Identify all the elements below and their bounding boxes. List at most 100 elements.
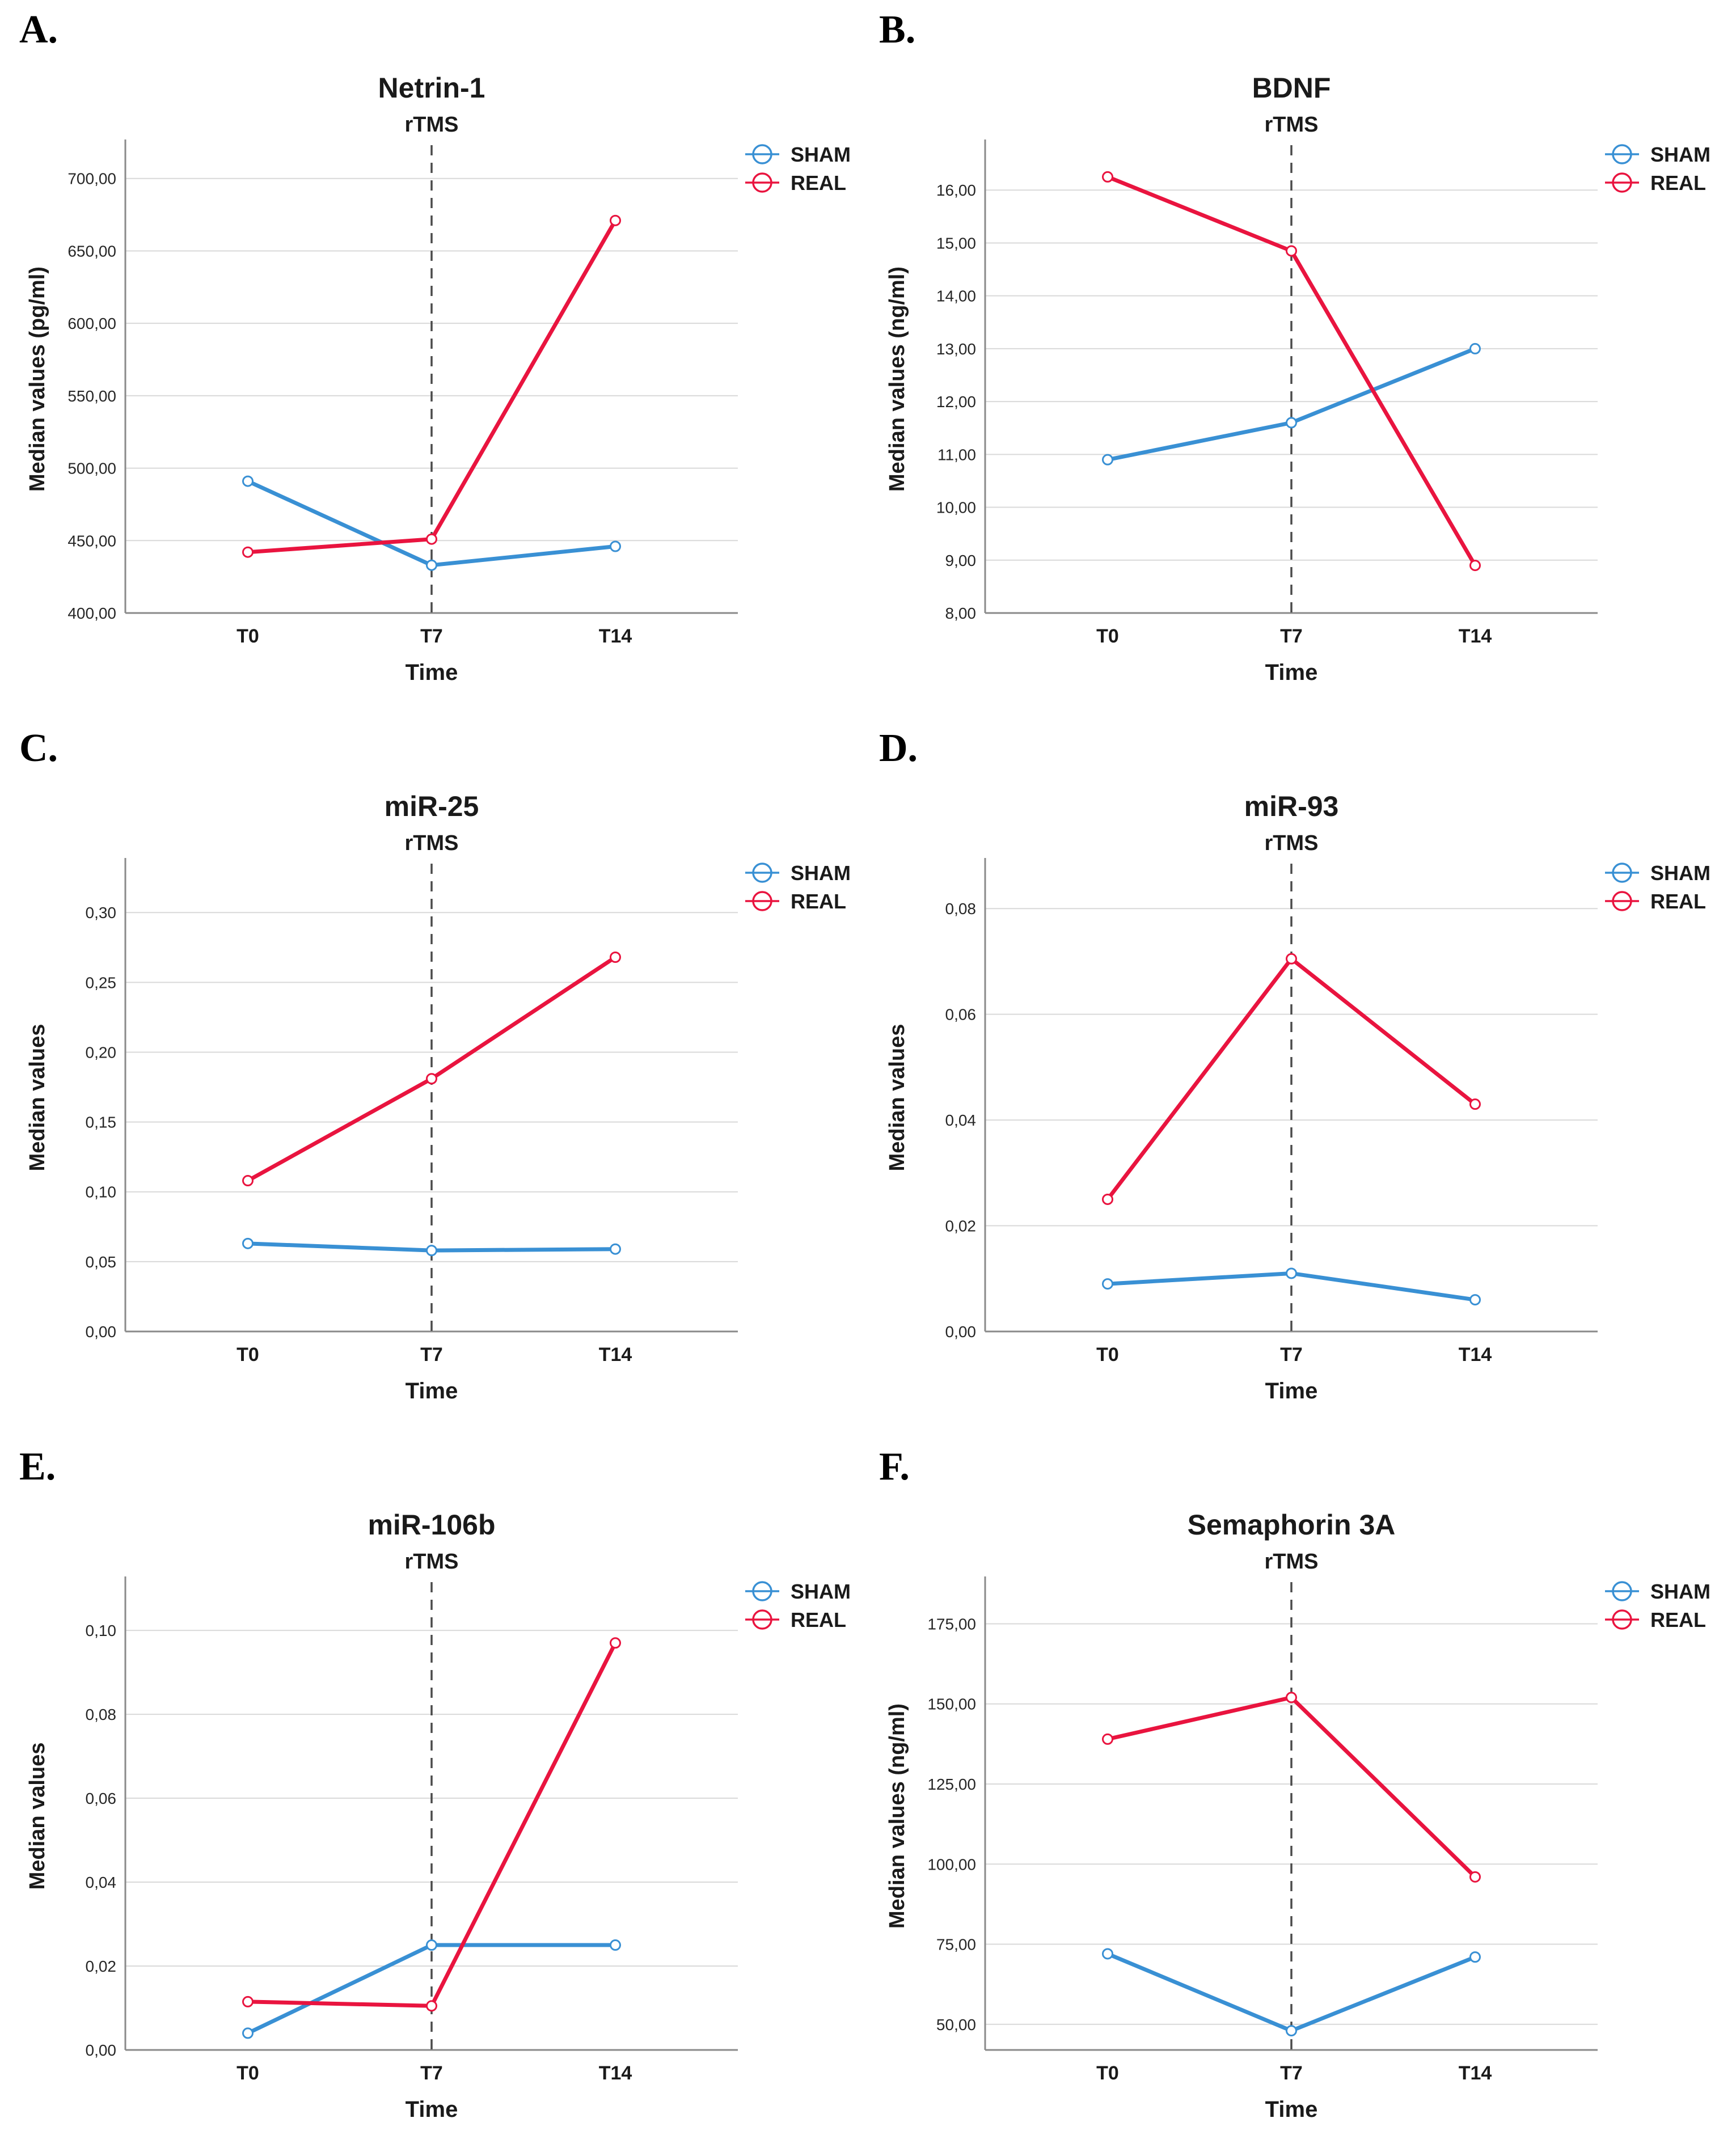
- x-tick-label: T0: [1096, 2062, 1119, 2084]
- legend-label-sham: SHAM: [791, 861, 851, 885]
- data-point-real: [242, 546, 254, 558]
- x-tick-label: T0: [236, 1344, 259, 1366]
- panel-letter-b: B.: [879, 8, 916, 52]
- data-point-real: [242, 1996, 254, 2007]
- y-tick-label: 450,00: [67, 532, 116, 549]
- chart-title: miR-106b: [368, 1509, 495, 1541]
- y-tick-label: 0,02: [945, 1217, 977, 1235]
- x-axis-title: Time: [1265, 1379, 1318, 1403]
- data-point-sham: [1469, 1294, 1481, 1306]
- y-tick-label: 16,00: [936, 181, 976, 199]
- panel-letter-e: E.: [19, 1445, 56, 1489]
- data-point-real: [426, 2000, 437, 2012]
- data-point-real: [242, 1175, 254, 1187]
- x-tick-label: T14: [599, 1344, 632, 1366]
- y-tick-label: 0,06: [945, 1006, 977, 1024]
- data-point-real: [1286, 245, 1297, 257]
- y-tick-label: 0,04: [86, 1874, 117, 1891]
- chart-mir-25: 0,00 0,05 0,10 0,15 0,20 0,25 0,30 rTMS miR-25 T0…: [26, 790, 851, 1403]
- x-tick-label: T7: [420, 625, 443, 647]
- data-point-real: [1469, 560, 1481, 572]
- y-tick-label: 0,00: [945, 1323, 977, 1341]
- data-point-sham: [426, 1245, 437, 1257]
- x-tick-label: T14: [1459, 625, 1492, 647]
- y-axis-title: Median values: [885, 1024, 909, 1172]
- x-tick-label: T7: [1280, 2062, 1303, 2084]
- y-tick-label: 0,10: [86, 1622, 117, 1639]
- data-point-sham: [1102, 1278, 1113, 1290]
- chart-bdnf: 8,00 9,00 10,00 11,00 12,00 13,00 14,00 15,00 16…: [885, 72, 1710, 685]
- y-tick-label: 0,10: [86, 1183, 117, 1201]
- y-tick-label: 50,00: [936, 2016, 976, 2034]
- y-tick-label: 0,00: [86, 1323, 117, 1341]
- rtms-label: rTMS: [1265, 1550, 1319, 1574]
- rtms-label: rTMS: [405, 113, 459, 137]
- panel-letter-a: A.: [19, 8, 58, 52]
- legend-label-sham: SHAM: [791, 143, 851, 166]
- panel-a: A. 400,00 450,00 500,00 550,00 600,00 650,00 7…: [0, 0, 860, 718]
- y-tick-label: 0,20: [86, 1043, 117, 1061]
- x-axis-title: Time: [406, 660, 458, 685]
- rtms-label: rTMS: [1265, 831, 1319, 855]
- y-tick-label: 600,00: [67, 315, 116, 332]
- y-axis-title: Median values: [26, 1024, 49, 1172]
- y-tick-label: 175,00: [927, 1615, 976, 1633]
- y-tick-label: 12,00: [936, 393, 976, 411]
- chart-mir-106b: 0,00 0,02 0,04 0,06 0,08 0,10 rTMS miR-106b T0 T7…: [26, 1509, 851, 2122]
- y-tick-label: 0,06: [86, 1790, 117, 1807]
- data-point-sham: [1102, 1948, 1113, 1960]
- chart-title: Semaphorin 3A: [1188, 1509, 1396, 1541]
- legend-label-real: REAL: [791, 1608, 846, 1631]
- data-point-real: [1102, 1193, 1113, 1205]
- y-tick-label: 400,00: [67, 604, 116, 622]
- data-point-real: [610, 1637, 621, 1649]
- data-point-sham: [610, 1939, 621, 1951]
- y-tick-label: 0,04: [945, 1111, 977, 1129]
- data-point-sham: [242, 2027, 254, 2039]
- x-axis-title: Time: [406, 1379, 458, 1403]
- y-axis-title: Median values: [26, 1743, 49, 1890]
- y-tick-label: 0,30: [86, 904, 117, 921]
- x-tick-label: T7: [1280, 625, 1303, 647]
- y-tick-label: 13,00: [936, 340, 976, 358]
- chart-title: miR-25: [385, 790, 479, 822]
- y-tick-label: 550,00: [67, 387, 116, 405]
- x-tick-label: T0: [1096, 625, 1119, 647]
- panel-f: F. 50,00 75,00 100,00 125,00 150,00 175,00 rTM…: [860, 1437, 1719, 2155]
- data-point-real: [1102, 171, 1113, 183]
- y-tick-label: 0,25: [86, 974, 117, 991]
- y-tick-label: 8,00: [945, 604, 977, 622]
- data-point-real: [426, 1073, 437, 1085]
- chart-semaphorin-3a: 50,00 75,00 100,00 125,00 150,00 175,00 rTMS Se…: [885, 1509, 1710, 2122]
- y-tick-label: 9,00: [945, 552, 977, 569]
- data-point-real: [1102, 1733, 1113, 1745]
- data-point-real: [1469, 1098, 1481, 1110]
- y-axis-title: Median values (pg/ml): [26, 267, 49, 492]
- rtms-label: rTMS: [405, 1550, 459, 1574]
- data-point-real: [1286, 953, 1297, 965]
- x-tick-label: T0: [236, 625, 259, 647]
- legend-label-sham: SHAM: [1650, 861, 1710, 885]
- data-point-sham: [1469, 1951, 1481, 1963]
- x-axis-title: Time: [1265, 660, 1318, 685]
- legend-label-real: REAL: [791, 890, 846, 913]
- data-point-sham: [1286, 417, 1297, 429]
- legend-label-real: REAL: [1650, 890, 1706, 913]
- chart-title: miR-93: [1244, 790, 1339, 822]
- x-tick-label: T14: [599, 2062, 632, 2084]
- rtms-label: rTMS: [405, 831, 459, 855]
- data-point-sham: [1286, 2025, 1297, 2037]
- y-tick-label: 0,02: [86, 1958, 117, 1975]
- y-tick-label: 150,00: [927, 1696, 976, 1713]
- chart-title: BDNF: [1252, 72, 1331, 104]
- legend-label-real: REAL: [1650, 1608, 1706, 1631]
- panel-letter-d: D.: [879, 726, 918, 770]
- chart-mir-93: 0,00 0,02 0,04 0,06 0,08 rTMS miR-93 T0 T7 T14 Tim…: [885, 790, 1710, 1403]
- data-point-real: [426, 533, 437, 545]
- data-point-real: [610, 952, 621, 963]
- y-tick-label: 75,00: [936, 1936, 976, 1954]
- x-tick-label: T14: [1459, 2062, 1492, 2084]
- x-tick-label: T0: [1096, 1344, 1119, 1366]
- panel-e: E. 0,00 0,02 0,04 0,06 0,08 0,10 rTMS miR-106b T…: [0, 1437, 860, 2155]
